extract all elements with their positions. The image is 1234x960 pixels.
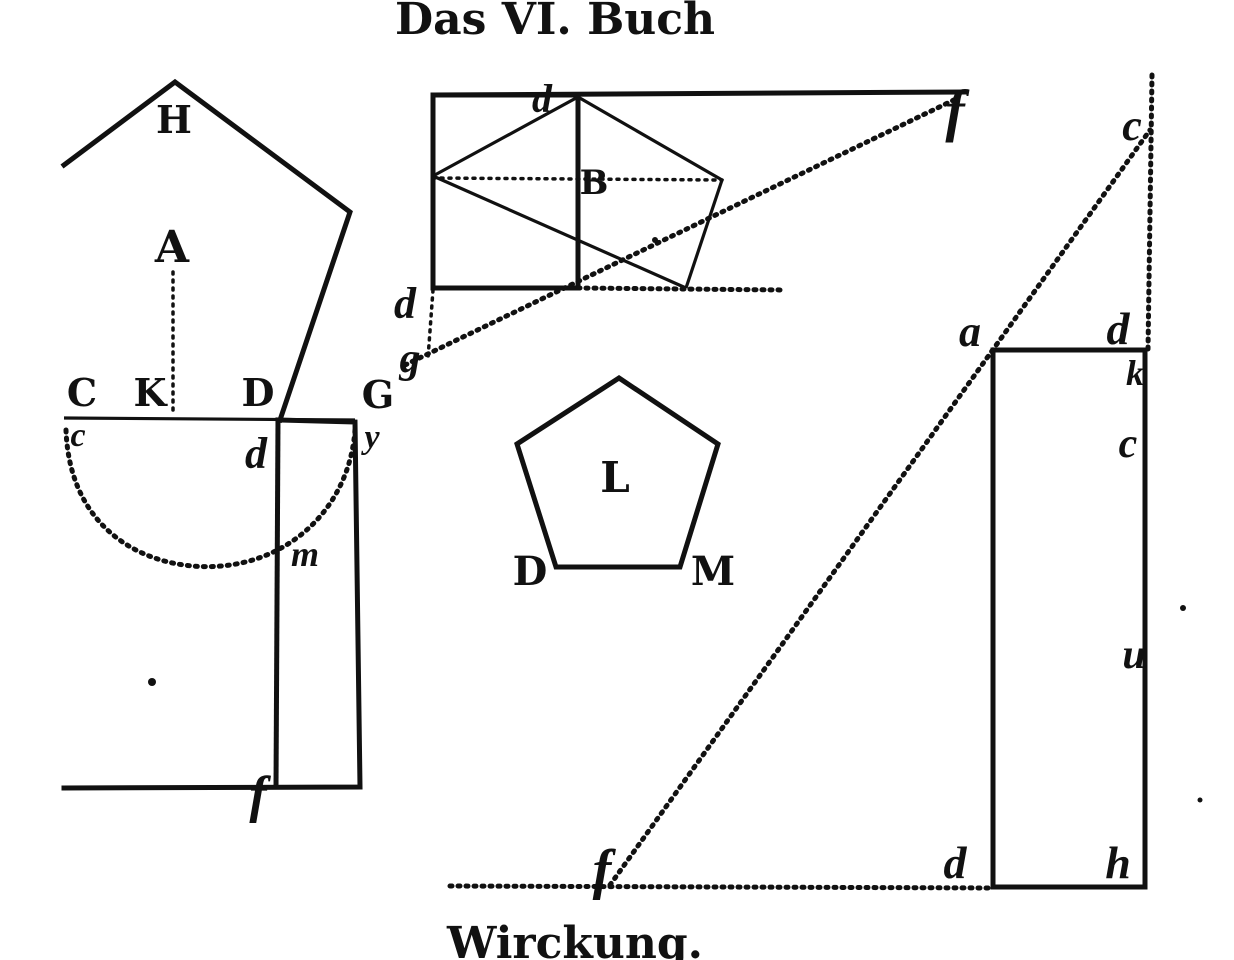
label-u: u [1122, 632, 1145, 678]
top-figure: d B f d g [394, 76, 970, 382]
speck [148, 678, 156, 686]
top-dotted-horizontal [431, 176, 724, 182]
label-h: h [1105, 837, 1131, 888]
right-rectangle [990, 347, 1148, 890]
label-c-left: c [70, 417, 85, 454]
right-dotted-diagonal [607, 127, 1153, 888]
page-header: Das VI. Buch [395, 0, 715, 45]
label-f-left: f [249, 767, 271, 824]
label-C: C [67, 370, 97, 415]
top-long-line [430, 89, 968, 98]
label-y: y [360, 419, 380, 456]
label-f-right: f [593, 839, 617, 901]
top-dotted-diagonal [402, 95, 961, 368]
label-d-right-bottom: d [944, 837, 968, 888]
label-d-right-top: d [1107, 303, 1131, 354]
right-dotted-baseline [447, 883, 996, 891]
top-dotted-base [575, 285, 788, 293]
speck [652, 237, 658, 243]
label-L: L [600, 453, 630, 502]
speck [1197, 797, 1203, 803]
left-figure: H A C K D G c d y m f [60, 78, 394, 824]
label-g: g [399, 336, 421, 382]
speck [1180, 605, 1186, 611]
top-dotted-vertical [426, 288, 435, 360]
label-c-right-mid: c [1119, 421, 1138, 467]
label-d-left: d [245, 429, 268, 478]
label-G: G [362, 372, 394, 417]
label-m: m [291, 534, 319, 574]
label-A: A [154, 222, 190, 273]
label-D-left: D [242, 370, 275, 415]
label-H: H [156, 97, 192, 142]
label-K: K [133, 370, 168, 415]
top-pentagon [432, 95, 724, 289]
label-M: M [691, 548, 735, 595]
right-figure: c a d k c u d h f [447, 72, 1155, 901]
center-figure: L D M [513, 375, 735, 595]
right-dotted-vertical [1145, 72, 1155, 353]
left-rectangle-side [273, 417, 281, 790]
label-c-right-top: c [1122, 101, 1142, 150]
left-pentagon-outline [60, 78, 353, 424]
label-a: a [959, 307, 981, 356]
left-dotted-semicircle [63, 427, 358, 570]
label-B: B [580, 163, 609, 203]
label-k: k [1126, 353, 1144, 393]
center-pentagon [514, 375, 721, 570]
label-d-top-bottom: d [394, 279, 417, 328]
top-square [430, 92, 581, 291]
label-d-top: d [532, 76, 553, 121]
page-footer: Wirckung. [446, 918, 703, 960]
label-D-center: D [513, 548, 548, 595]
label-f-top: f [945, 78, 970, 143]
ink-specks [148, 237, 1203, 803]
top-diagonal [432, 174, 687, 290]
left-rectangle [61, 417, 363, 791]
